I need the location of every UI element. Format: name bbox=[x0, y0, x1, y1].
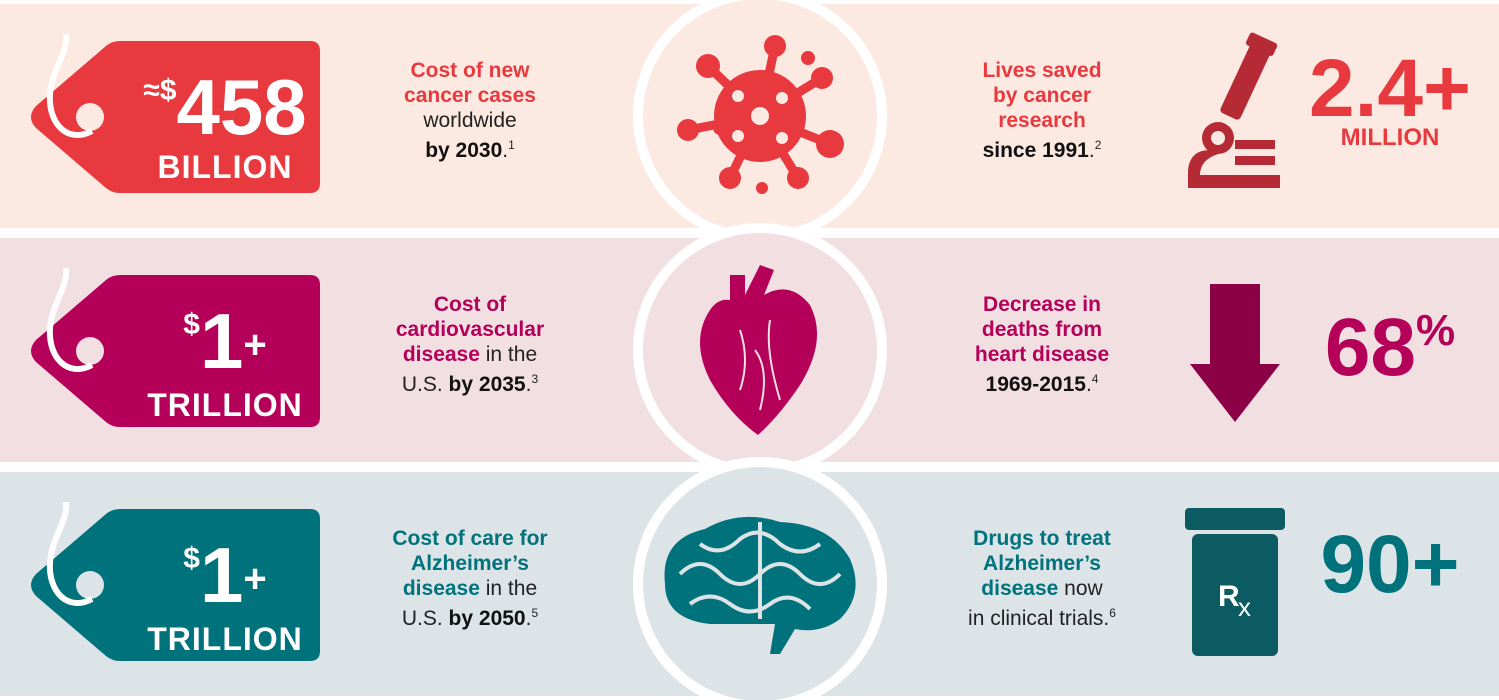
icon-part bbox=[732, 130, 744, 142]
icon-part bbox=[764, 35, 786, 57]
icon-part bbox=[811, 67, 833, 89]
brain-circle bbox=[638, 462, 882, 700]
icon-part bbox=[719, 167, 741, 189]
icon-part bbox=[677, 119, 699, 141]
heart-circle bbox=[638, 228, 882, 472]
icon-part bbox=[816, 130, 844, 158]
infographic: ≈$458BILLIONCost of newcancer casesworld… bbox=[0, 0, 1499, 700]
virus-circle bbox=[638, 0, 882, 238]
icon-part bbox=[696, 54, 720, 78]
icon-part bbox=[732, 90, 744, 102]
icon-part bbox=[756, 182, 768, 194]
icon-part bbox=[751, 107, 769, 125]
icon-part bbox=[787, 167, 809, 189]
icon-part bbox=[801, 51, 815, 65]
icon-part bbox=[776, 132, 788, 144]
icon-part bbox=[776, 92, 788, 104]
icon-part bbox=[713, 121, 727, 135]
icon-circles bbox=[0, 0, 1499, 700]
